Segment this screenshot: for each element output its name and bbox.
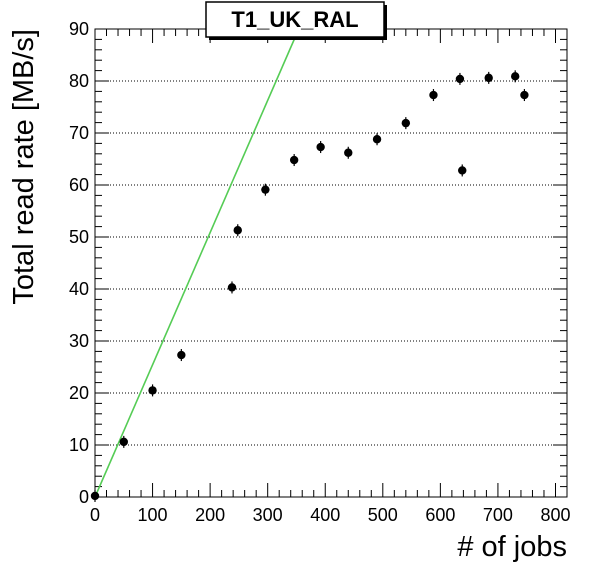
point-marker [455, 74, 465, 84]
data-point [177, 349, 186, 362]
x-tick-label: 100 [138, 505, 168, 525]
data-point [90, 489, 100, 502]
data-point [510, 70, 520, 83]
point-marker [520, 90, 529, 100]
x-tick-label: 800 [540, 505, 570, 525]
data-point [455, 72, 465, 85]
point-marker [484, 73, 493, 83]
data-point [401, 117, 411, 130]
x-tick-label: 300 [253, 505, 283, 525]
point-marker [289, 155, 299, 165]
point-marker [401, 118, 411, 128]
data-point [316, 141, 325, 154]
point-marker [148, 386, 157, 395]
y-axis-title: Total read rate [MB/s] [8, 29, 40, 305]
point-marker [372, 135, 382, 144]
point-marker [119, 437, 128, 447]
point-marker [261, 185, 270, 194]
point-marker [510, 72, 520, 81]
y-tick-label: 90 [69, 19, 89, 39]
point-marker [316, 142, 325, 152]
point-marker [233, 226, 242, 235]
data-point [233, 224, 242, 237]
axis-ticks [94, 28, 568, 498]
y-tick-label: 40 [69, 279, 89, 299]
y-tick-label: 80 [69, 71, 89, 91]
data-point [289, 154, 299, 167]
x-axis-title: # of jobs [457, 531, 567, 563]
tick-labels: 0 10 20 30 40 50 60 70 80 90 0 100 200 300 400 500 600 70… [69, 19, 571, 525]
x-tick-label: 700 [483, 505, 513, 525]
point-marker [344, 148, 353, 157]
chart-title: T1_UK_RAL [231, 7, 358, 32]
y-tick-label: 50 [69, 227, 89, 247]
chart-title-box: T1_UK_RAL [205, 1, 387, 40]
x-tick-label: 600 [425, 505, 455, 525]
point-marker [429, 90, 438, 100]
data-point [261, 183, 270, 196]
plot-frame [94, 28, 568, 498]
data-point [119, 435, 128, 448]
point-marker [177, 350, 186, 360]
point-marker [90, 491, 100, 501]
y-tick-label: 70 [69, 123, 89, 143]
y-tick-label: 10 [69, 435, 89, 455]
y-tick-label: 0 [79, 487, 89, 507]
data-point [520, 89, 529, 102]
x-tick-label: 0 [90, 505, 100, 525]
y-tick-label: 60 [69, 175, 89, 195]
x-tick-label: 200 [195, 505, 225, 525]
data-point [429, 89, 438, 102]
data-point [344, 146, 353, 159]
data-point [458, 164, 467, 177]
data-points [90, 70, 529, 502]
data-point [372, 133, 382, 146]
grid-lines [95, 80, 567, 446]
data-point [227, 281, 237, 294]
y-tick-label: 30 [69, 331, 89, 351]
data-point [484, 71, 493, 84]
point-marker [458, 166, 467, 175]
x-tick-label: 400 [310, 505, 340, 525]
data-point [148, 384, 157, 397]
title-box [205, 1, 385, 38]
point-marker [227, 283, 237, 292]
x-tick-label: 500 [368, 505, 398, 525]
y-tick-label: 20 [69, 383, 89, 403]
fit-line [94, 28, 300, 498]
